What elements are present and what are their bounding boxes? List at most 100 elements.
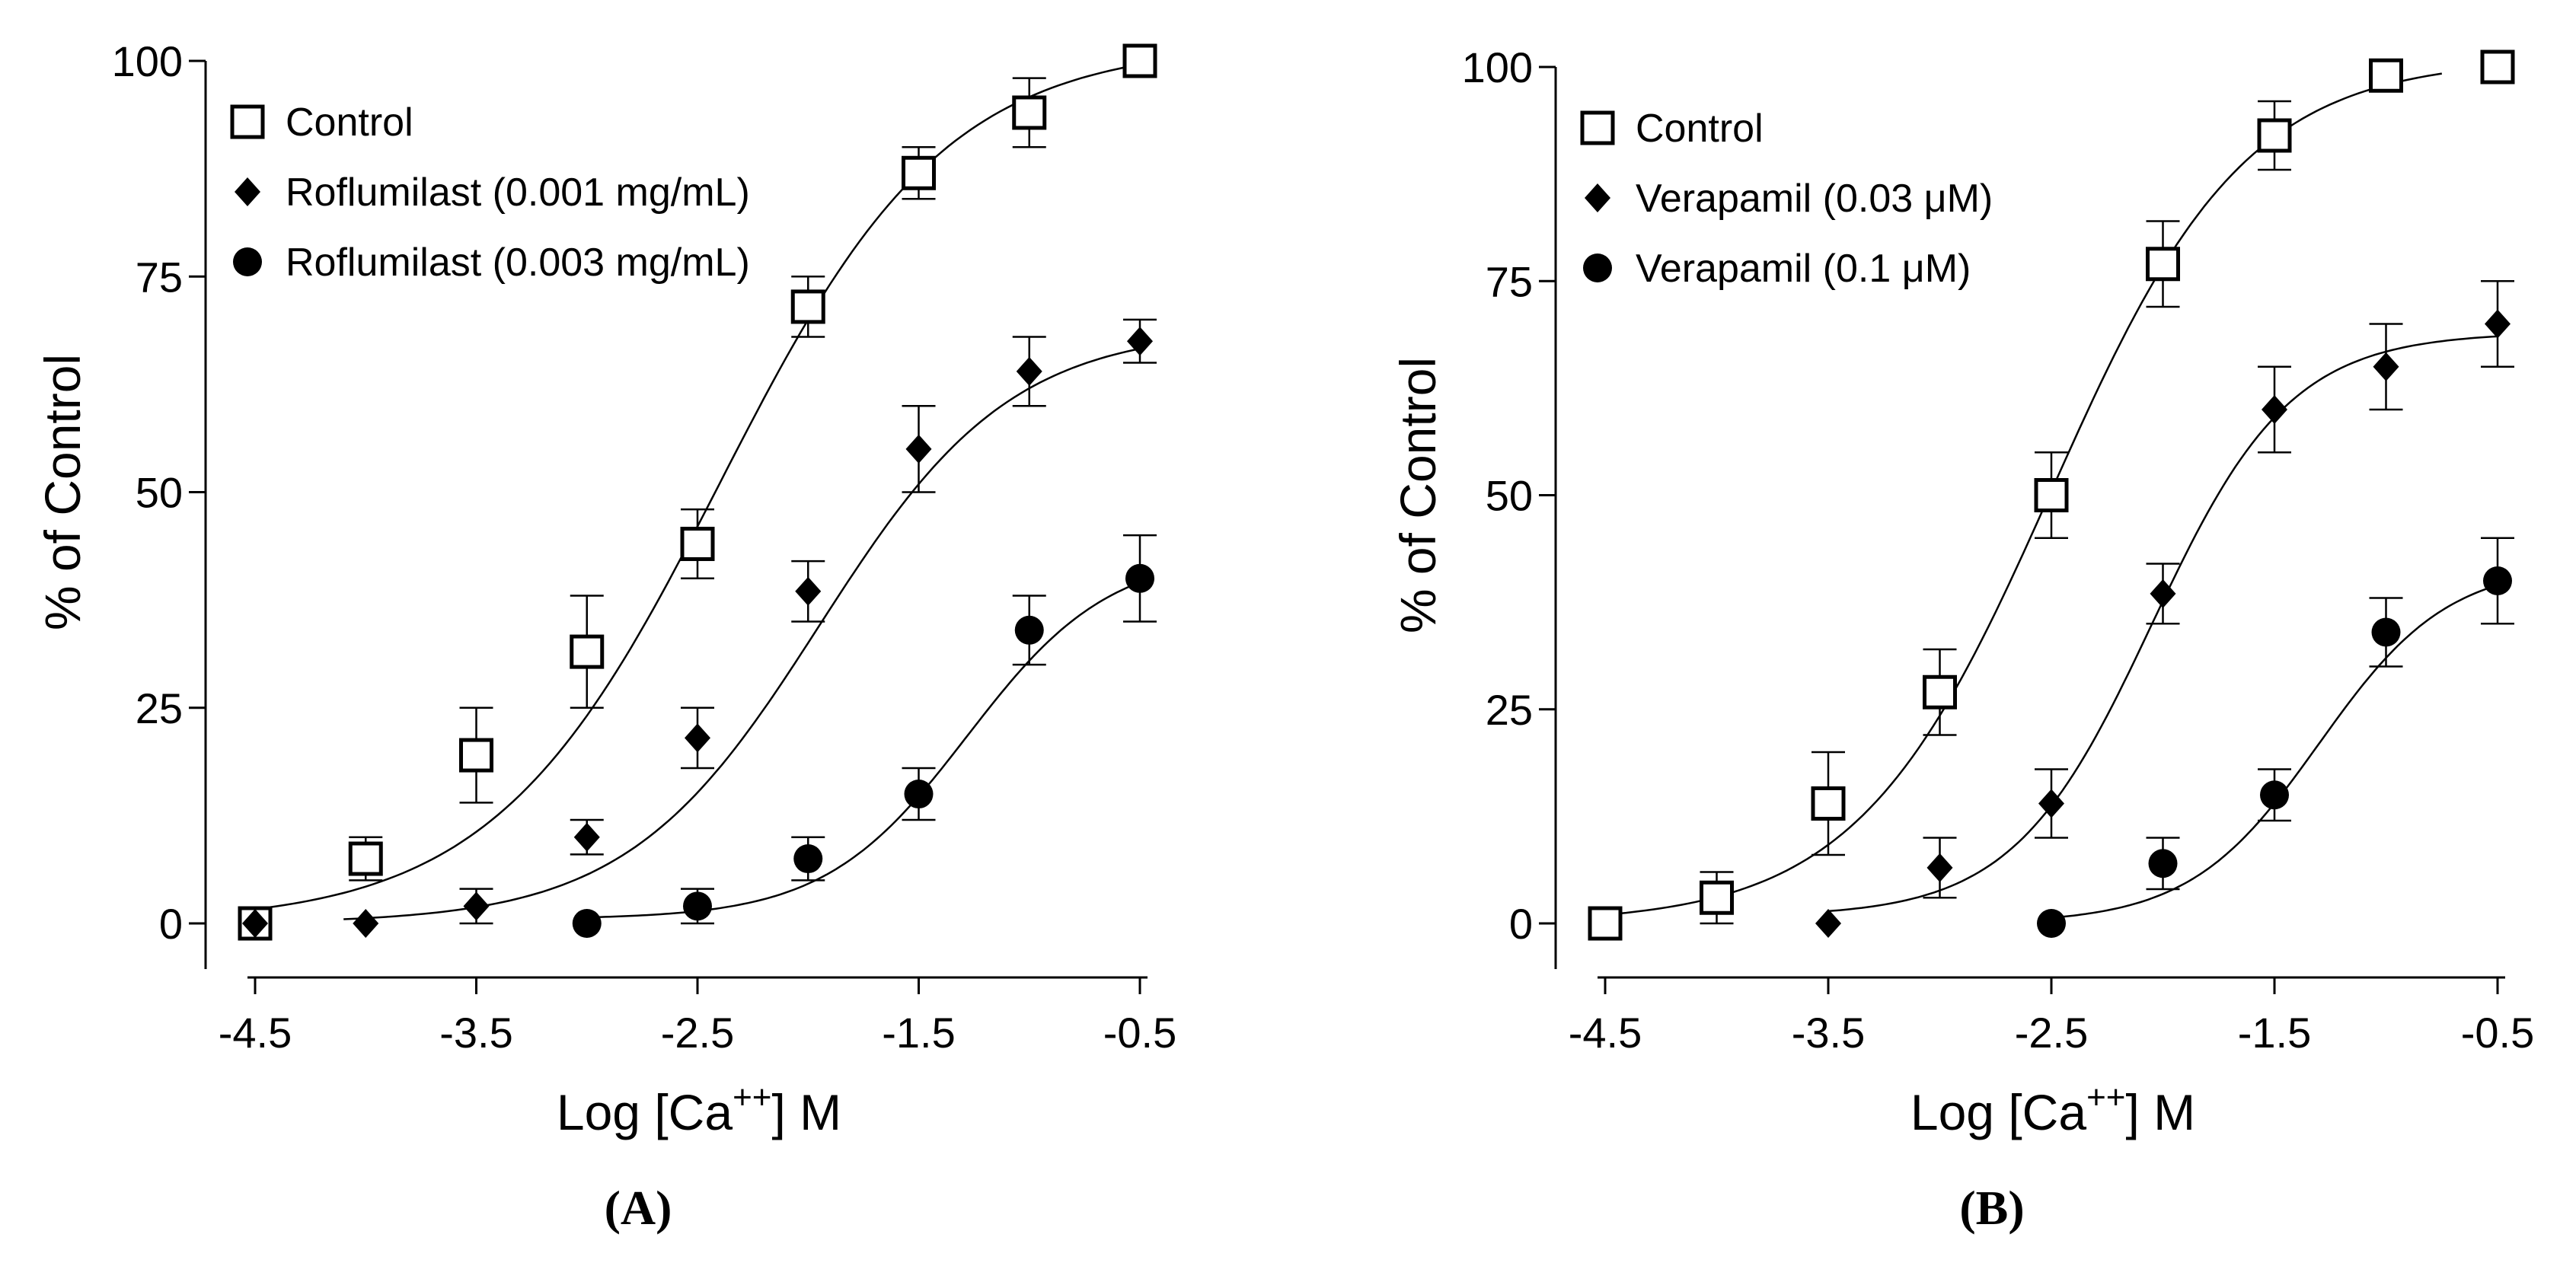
data-point [463, 891, 490, 921]
data-point [242, 909, 268, 938]
y-axis-title: % of Control [34, 354, 91, 630]
data-point [2369, 58, 2403, 93]
chart-panel-b: 0 25 50 75 100 -4.5 -3.5 -2.5 -1.5 -0.5 % of Contr… [1390, 43, 2534, 1235]
data-point [570, 634, 605, 669]
data-point [685, 723, 710, 753]
series-1 [1588, 49, 2515, 941]
data-point [2148, 849, 2178, 878]
y-tick-label: 0 [159, 900, 183, 948]
legend-marker [1580, 110, 1615, 145]
data-point [1125, 563, 1154, 593]
y-tick-label: 50 [1486, 472, 1533, 520]
legend-item: Roflumilast (0.001 mg/mL) [235, 171, 750, 215]
legend-item: Control [230, 100, 413, 145]
chart-panel-a: 0 25 50 75 100 -4.5 -3.5 -2.5 -1.5 -0.5 % of Contr… [34, 37, 1176, 1235]
y-tick-label: 25 [1486, 686, 1533, 734]
data-point [2480, 49, 2515, 84]
data-point [2371, 617, 2401, 647]
x-tick-label: -3.5 [1792, 1009, 1866, 1057]
data-point [2034, 478, 2069, 512]
legend-marker [1583, 253, 1612, 282]
data-point [353, 909, 379, 938]
y-axis-title: % of Control [1390, 357, 1446, 633]
legend-label: Roflumilast (0.001 mg/mL) [286, 171, 750, 215]
x-tick-label: -0.5 [2461, 1009, 2535, 1057]
series-2 [242, 318, 1157, 938]
data-point [902, 155, 936, 190]
data-point [1012, 95, 1047, 130]
data-point [1016, 356, 1042, 386]
legend-label: Roflumilast (0.003 mg/mL) [286, 241, 750, 285]
data-point [1923, 674, 1957, 709]
data-point [2485, 309, 2511, 339]
fit-curve [2051, 584, 2498, 919]
data-point [1588, 906, 1623, 941]
data-point [2038, 789, 2064, 818]
data-point [795, 576, 822, 606]
x-tick-label: -4.5 [219, 1009, 292, 1057]
legend-label: Control [1636, 107, 1764, 151]
legend-item: Roflumilast (0.003 mg/mL) [233, 241, 750, 285]
y-tick-label: 75 [136, 253, 183, 301]
legend-marker [235, 177, 260, 206]
legend-marker [230, 104, 265, 139]
data-point [793, 844, 823, 874]
legend-marker [233, 247, 262, 276]
x-tick-label: -4.5 [1569, 1009, 1642, 1057]
series-3 [2037, 537, 2514, 938]
data-point [680, 526, 715, 561]
data-point [2483, 566, 2512, 595]
data-point [1811, 786, 1846, 821]
legend-item: Verapamil (0.03 μM) [1585, 177, 1993, 221]
legend-label: Control [286, 100, 413, 145]
data-point [1926, 853, 1953, 882]
data-point [683, 891, 712, 921]
legend-item: Control [1580, 107, 1764, 151]
data-point [2260, 780, 2289, 810]
y-tick-label: 100 [1462, 43, 1533, 91]
x-tick-label: -3.5 [439, 1009, 513, 1057]
data-point [790, 289, 825, 324]
legend: Control Roflumilast (0.001 mg/mL) Roflumil… [230, 100, 750, 285]
fit-curve [586, 581, 1141, 919]
data-point [1127, 327, 1153, 356]
data-point [2257, 118, 2292, 153]
data-point [572, 909, 602, 938]
y-tick-label: 50 [136, 469, 183, 517]
y-tick-label: 25 [136, 684, 183, 732]
series-3 [572, 534, 1157, 938]
legend-marker [1585, 183, 1610, 212]
x-axis-title: Log [Ca++] M [1910, 1079, 2195, 1140]
y-tick-label: 75 [1486, 257, 1533, 305]
data-point [1122, 43, 1157, 78]
data-point [904, 780, 934, 809]
legend-item: Verapamil (0.1 μM) [1583, 247, 1971, 291]
x-tick-label: -2.5 [661, 1009, 735, 1057]
series-1 [238, 43, 1157, 941]
data-point [348, 841, 383, 876]
legend: Control Verapamil (0.03 μM) Verapamil (0.1… [1580, 107, 1993, 291]
series-2 [1815, 280, 2514, 938]
legend-label: Verapamil (0.1 μM) [1636, 247, 1971, 291]
y-tick-label: 100 [112, 37, 183, 85]
data-point [1014, 615, 1044, 645]
legend-label: Verapamil (0.03 μM) [1636, 177, 1993, 221]
data-point [2037, 909, 2066, 938]
data-point [2150, 579, 2176, 608]
fit-curve [1604, 72, 2443, 917]
data-point [905, 434, 932, 464]
data-point [2146, 247, 2180, 282]
x-tick-label: -1.5 [882, 1009, 956, 1057]
data-point [1815, 909, 1841, 938]
y-tick-label: 0 [1509, 900, 1533, 948]
data-point [459, 738, 493, 773]
x-tick-label: -1.5 [2238, 1009, 2312, 1057]
data-point [573, 822, 600, 852]
data-point [2262, 395, 2287, 424]
panel-label: (A) [605, 1181, 672, 1235]
data-point [1700, 880, 1734, 915]
x-tick-label: -2.5 [2015, 1009, 2089, 1057]
x-axis-title: Log [Ca++] M [557, 1079, 841, 1140]
